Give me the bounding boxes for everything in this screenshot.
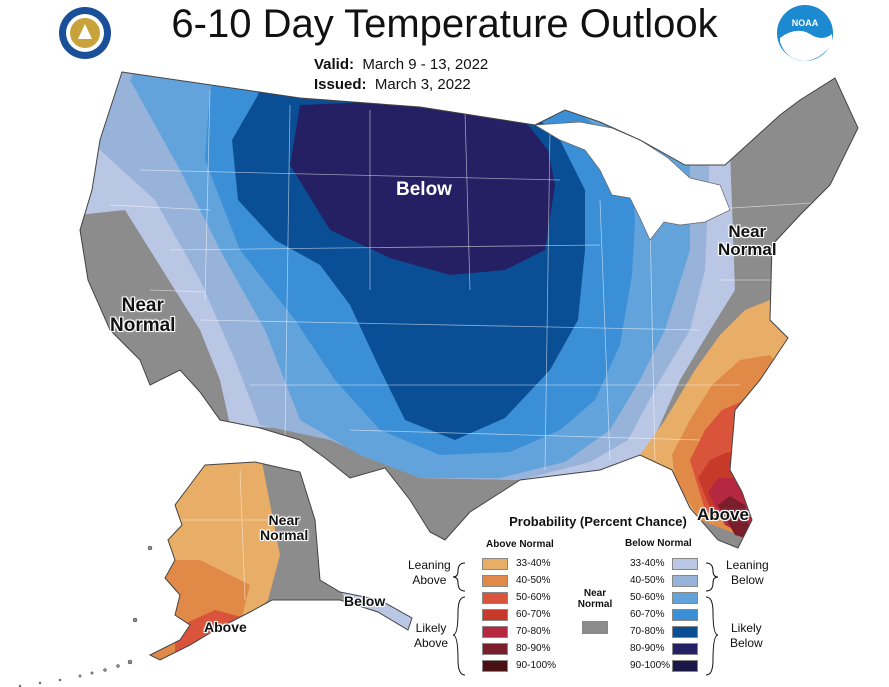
legend-above-swatch xyxy=(482,626,508,638)
legend-above-label: 70-80% xyxy=(516,626,551,637)
legend-below-swatch xyxy=(672,558,698,570)
legend-below-label: 50-60% xyxy=(630,592,665,603)
legend-above-label: 50-60% xyxy=(516,592,551,603)
legend-below-swatch xyxy=(672,609,698,621)
label-ak-near-1: Near xyxy=(268,512,300,528)
legend-below-label: 40-50% xyxy=(630,575,665,586)
legend-leaning-above-2: Above xyxy=(412,573,447,587)
legend-below-label: 80-90% xyxy=(630,643,665,654)
legend-above-swatch xyxy=(482,558,508,570)
label-above-alaska: Above xyxy=(204,619,247,635)
valid-label: Valid: xyxy=(314,56,355,73)
legend-above-label: 90-100% xyxy=(516,660,557,671)
legend-likely-above-2: Above xyxy=(414,636,449,650)
label-below-alaska: Below xyxy=(344,593,386,609)
legend-above-label: 33-40% xyxy=(516,558,551,569)
legend-leaning-above: Leaning Above xyxy=(408,558,451,588)
legend-above-label: 40-50% xyxy=(516,575,551,586)
issued-value: March 3, 2022 xyxy=(374,76,471,93)
legend-below-title: Below Normal xyxy=(625,538,692,549)
noaa-logo-text: NOAA xyxy=(792,18,819,28)
legend-below-swatch xyxy=(672,575,698,587)
department-of-commerce-seal xyxy=(59,7,111,59)
label-near-east-2: Normal xyxy=(718,239,777,259)
label-near-west-2: Normal xyxy=(110,314,176,336)
legend-title: Probability (Percent Chance) xyxy=(509,514,687,529)
label-near-normal-east: Near Normal xyxy=(718,223,777,259)
label-below-central: Below xyxy=(396,179,452,200)
legend-likely-below: Likely Below xyxy=(730,621,763,651)
legend-above-swatch xyxy=(482,575,508,587)
legend-above-swatch xyxy=(482,609,508,621)
legend-above-label: 60-70% xyxy=(516,609,551,620)
legend-above-label: 80-90% xyxy=(516,643,551,654)
label-near-normal-alaska: Near Normal xyxy=(260,513,308,542)
legend-likely-above: Likely Above xyxy=(414,621,448,651)
legend-above-swatch xyxy=(482,592,508,604)
legend-leaning-above-1: Leaning xyxy=(408,558,451,572)
legend-below-label: 60-70% xyxy=(630,609,665,620)
legend-likely-below-1: Likely xyxy=(731,621,762,635)
label-ak-near-2: Normal xyxy=(260,526,309,543)
label-above-florida: Above xyxy=(697,505,749,524)
legend-leaning-below-2: Below xyxy=(731,573,764,587)
legend-below-swatch xyxy=(672,592,698,604)
page-title: 6-10 Day Temperature Outlook xyxy=(171,2,718,46)
legend-below-label: 70-80% xyxy=(630,626,665,637)
legend-leaning-below: Leaning Below xyxy=(726,558,769,588)
legend-near-normal-swatch xyxy=(582,621,608,634)
label-near-normal-west: Near Normal xyxy=(110,296,175,336)
issued-line: Issued: March 3, 2022 xyxy=(314,76,471,93)
legend-likely-below-2: Below xyxy=(730,636,763,650)
legend-below-label: 33-40% xyxy=(630,558,665,569)
legend-below-label: 90-100% xyxy=(630,660,671,671)
label-near-east-1: Near xyxy=(728,222,767,241)
issued-label: Issued: xyxy=(314,76,367,93)
legend-below-swatch xyxy=(672,660,698,672)
legend-leaning-below-1: Leaning xyxy=(726,558,769,572)
legend-above-swatch xyxy=(482,660,508,672)
legend-likely-above-1: Likely xyxy=(415,621,447,635)
legend-near-title-1: Near xyxy=(583,588,607,599)
below-80-region xyxy=(290,100,555,275)
valid-value: March 9 - 13, 2022 xyxy=(362,56,489,73)
legend-near-title: Near Normal xyxy=(575,588,615,610)
legend-below-swatch xyxy=(672,643,698,655)
legend-below-swatch xyxy=(672,626,698,638)
valid-line: Valid: March 9 - 13, 2022 xyxy=(314,56,488,73)
noaa-logo: NOAA xyxy=(777,5,833,61)
above-80-region xyxy=(718,496,752,540)
legend-near-title-2: Normal xyxy=(577,599,613,610)
legend-above-title: Above Normal xyxy=(486,539,554,550)
legend-above-swatch xyxy=(482,643,508,655)
label-near-west-1: Near xyxy=(121,295,164,316)
